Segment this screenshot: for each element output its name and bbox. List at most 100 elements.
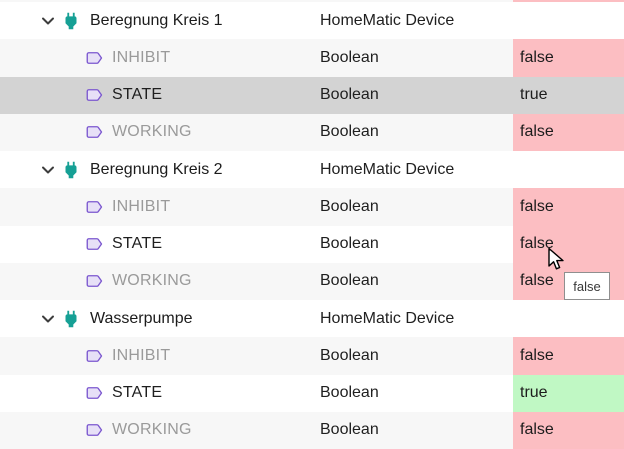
mouse-cursor-icon <box>548 247 564 270</box>
property-type: Boolean <box>320 197 379 215</box>
property-type: Boolean <box>320 421 379 439</box>
property-name: WORKING <box>112 272 192 290</box>
label-tag-icon <box>86 238 103 251</box>
property-type-cell: Boolean <box>320 49 513 67</box>
device-name: Beregnung Kreis 2 <box>90 160 223 178</box>
property-value: false <box>520 421 554 439</box>
property-name: INHIBIT <box>112 346 171 364</box>
property-name-cell: INHIBIT <box>0 188 320 225</box>
property-type-cell: Boolean <box>320 272 513 290</box>
device-value-cell <box>513 151 624 188</box>
property-row[interactable]: WORKING Boolean false <box>0 113 624 151</box>
device-name-cell: Beregnung Kreis 2 <box>0 151 320 188</box>
device-type: HomeMatic Device <box>320 160 455 178</box>
property-type: Boolean <box>320 123 379 141</box>
power-plug-icon <box>65 161 77 178</box>
property-row[interactable]: INHIBIT Boolean false <box>0 188 624 226</box>
property-value: false <box>520 272 554 290</box>
device-type-cell: HomeMatic Device <box>320 310 513 328</box>
property-value-cell[interactable]: false <box>513 411 624 449</box>
property-type: Boolean <box>320 86 379 104</box>
partial-row-left <box>0 0 513 2</box>
device-name-cell: Wasserpumpe <box>0 300 320 337</box>
property-name: WORKING <box>112 123 192 141</box>
property-name-cell: INHIBIT <box>0 39 320 76</box>
property-name: STATE <box>112 86 163 104</box>
label-tag-icon <box>86 51 103 64</box>
property-row[interactable]: STATE Boolean true <box>0 76 624 114</box>
property-value: false <box>520 123 554 141</box>
property-type-cell: Boolean <box>320 384 513 402</box>
property-value-cell[interactable]: true <box>513 77 624 114</box>
chevron-down-icon[interactable] <box>40 311 56 327</box>
property-type-cell: Boolean <box>320 123 513 141</box>
property-value-cell[interactable]: false <box>513 337 624 375</box>
property-type: Boolean <box>320 384 379 402</box>
property-name-cell: WORKING <box>0 412 320 449</box>
device-type: HomeMatic Device <box>320 309 455 327</box>
label-tag-icon <box>86 275 103 288</box>
label-tag-icon <box>86 89 103 102</box>
property-type-cell: Boolean <box>320 347 513 365</box>
device-name: Wasserpumpe <box>90 309 193 327</box>
property-name-cell: STATE <box>0 226 320 263</box>
property-name-cell: WORKING <box>0 263 320 300</box>
property-row[interactable]: WORKING Boolean false <box>0 411 624 449</box>
chevron-down-icon[interactable] <box>40 13 56 29</box>
device-type-cell: HomeMatic Device <box>320 12 513 30</box>
property-row[interactable]: INHIBIT Boolean false <box>0 337 624 375</box>
property-row[interactable]: STATE Boolean true <box>0 374 624 412</box>
property-name-cell: STATE <box>0 375 320 412</box>
property-type: Boolean <box>320 346 379 364</box>
device-name: Beregnung Kreis 1 <box>90 11 223 29</box>
label-tag-icon <box>86 387 103 400</box>
device-value-cell <box>513 2 624 39</box>
property-name: STATE <box>112 235 163 253</box>
label-tag-icon <box>86 424 103 437</box>
partial-row-value <box>513 0 624 2</box>
device-name-cell: Beregnung Kreis 1 <box>0 2 320 39</box>
property-value-cell[interactable]: false <box>513 188 624 226</box>
property-name-cell: WORKING <box>0 114 320 151</box>
property-row[interactable]: WORKING Boolean false <box>0 262 624 300</box>
property-name: INHIBIT <box>112 197 171 215</box>
property-value-cell[interactable]: false <box>513 225 624 263</box>
property-value: true <box>520 384 548 402</box>
property-name: INHIBIT <box>112 48 171 66</box>
property-type-cell: Boolean <box>320 198 513 216</box>
property-row[interactable]: STATE Boolean false <box>0 225 624 263</box>
property-name: WORKING <box>112 421 192 439</box>
chevron-down-icon[interactable] <box>40 162 56 178</box>
label-tag-icon <box>86 349 103 362</box>
property-name-cell: STATE <box>0 77 320 114</box>
property-type: Boolean <box>320 272 379 290</box>
property-value: false <box>520 197 554 215</box>
property-value-cell[interactable]: true <box>513 374 624 412</box>
property-value: true <box>520 86 548 104</box>
property-name: STATE <box>112 384 163 402</box>
device-row[interactable]: Beregnung Kreis 2 HomeMatic Device <box>0 151 624 189</box>
label-tag-icon <box>86 200 103 213</box>
property-type-cell: Boolean <box>320 235 513 253</box>
tooltip-text: false <box>573 278 601 294</box>
property-row[interactable]: INHIBIT Boolean false <box>0 39 624 77</box>
power-plug-icon <box>65 12 77 29</box>
property-type-cell: Boolean <box>320 421 513 439</box>
property-value-cell[interactable]: false <box>513 113 624 151</box>
device-row[interactable]: Wasserpumpe HomeMatic Device <box>0 300 624 338</box>
property-name-cell: INHIBIT <box>0 337 320 374</box>
value-tooltip: false <box>564 272 610 300</box>
device-type: HomeMatic Device <box>320 11 455 29</box>
property-type: Boolean <box>320 235 379 253</box>
property-value: false <box>520 48 554 66</box>
property-value-cell[interactable]: false <box>513 39 624 77</box>
property-type: Boolean <box>320 48 379 66</box>
device-value-cell <box>513 300 624 337</box>
device-row[interactable]: Beregnung Kreis 1 HomeMatic Device <box>0 2 624 40</box>
property-value: false <box>520 346 554 364</box>
label-tag-icon <box>86 126 103 139</box>
device-type-cell: HomeMatic Device <box>320 161 513 179</box>
property-value: false <box>520 235 554 253</box>
